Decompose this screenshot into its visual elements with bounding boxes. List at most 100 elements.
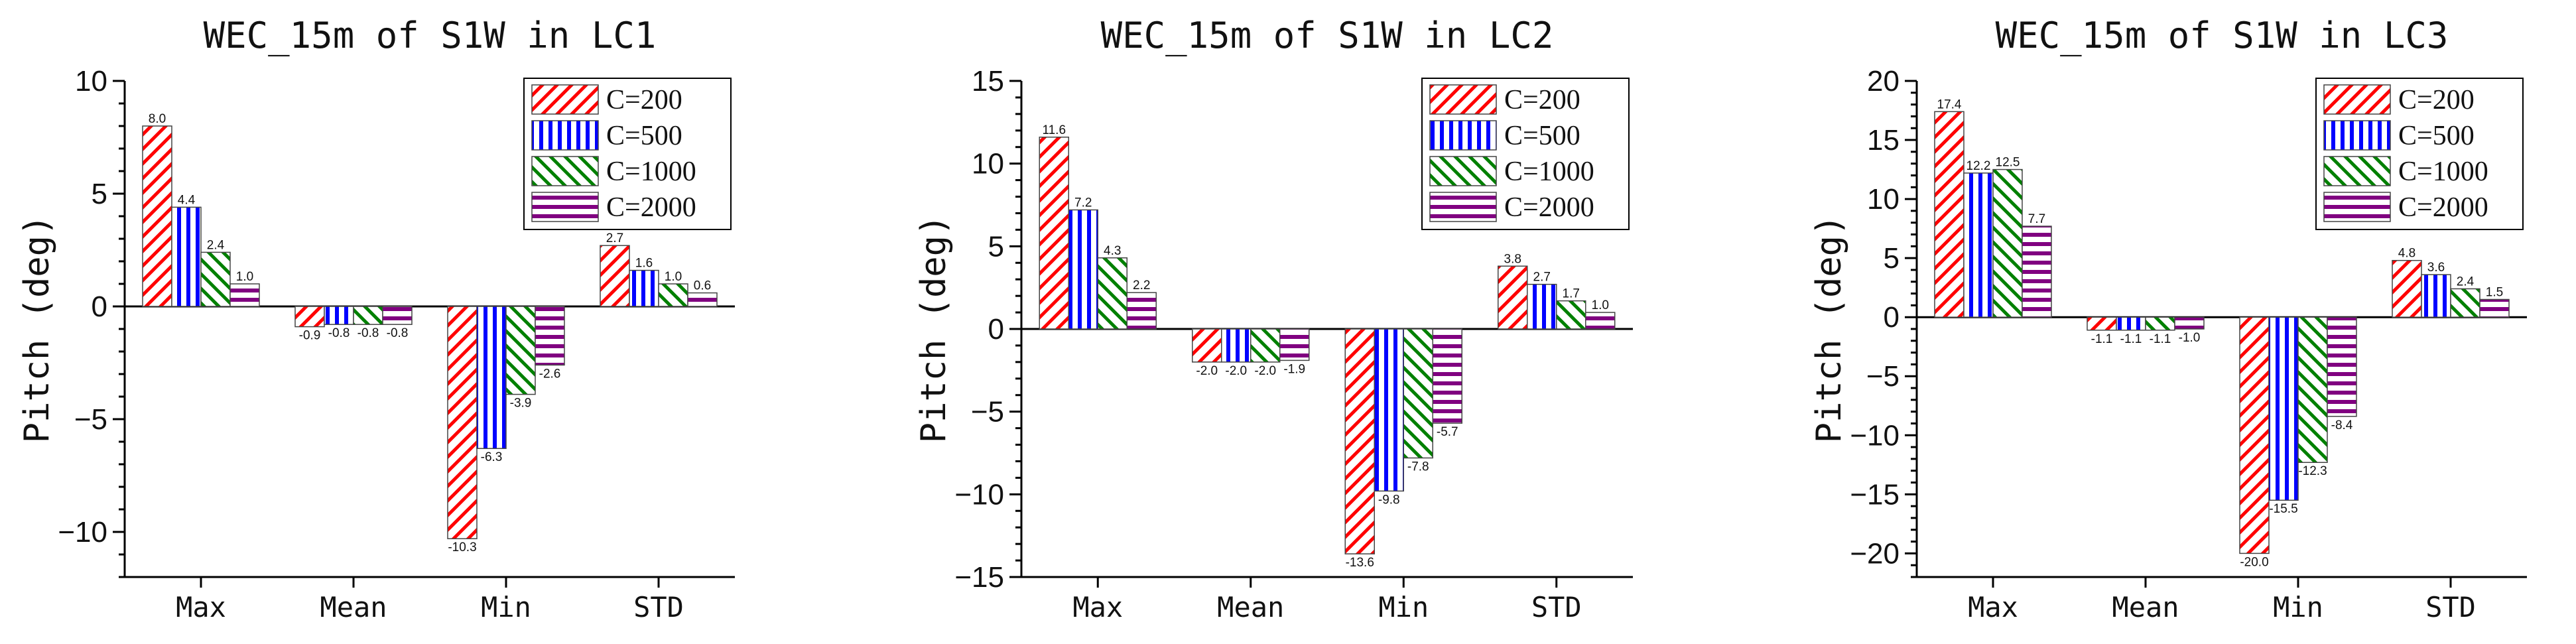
data-label: 1.0 bbox=[236, 270, 253, 284]
data-label: -2.0 bbox=[1254, 364, 1276, 378]
x-tick-label: STD bbox=[633, 591, 684, 623]
data-label: 12.5 bbox=[1996, 156, 2020, 170]
bar bbox=[1963, 172, 1994, 318]
y-tick-label: −10 bbox=[58, 516, 107, 548]
legend-entry: C=200 bbox=[2398, 85, 2475, 115]
y-tick-label: 0 bbox=[988, 313, 1004, 346]
data-label: 0.6 bbox=[694, 279, 711, 293]
data-label: 7.2 bbox=[1074, 196, 1092, 210]
y-tick-label: 15 bbox=[972, 65, 1004, 97]
bar bbox=[2392, 259, 2422, 318]
x-tick-label: STD bbox=[2425, 591, 2476, 623]
data-label: -0.8 bbox=[357, 326, 379, 340]
y-tick-label: 0 bbox=[92, 290, 107, 323]
legend-entry: C=2000 bbox=[1504, 192, 1594, 223]
data-label: -2.6 bbox=[539, 367, 561, 381]
x-tick-label: Mean bbox=[2112, 591, 2179, 623]
bar bbox=[2268, 316, 2299, 501]
legend-entry: C=200 bbox=[1504, 85, 1580, 115]
y-tick-label: 10 bbox=[972, 148, 1004, 180]
legend-swatch bbox=[2323, 84, 2391, 115]
y-tick-label: 0 bbox=[1884, 301, 1900, 334]
y-axis-label: Pitch (deg) bbox=[914, 215, 954, 443]
data-label: 3.6 bbox=[2427, 261, 2445, 275]
legend: C=200 C=500 C=1000 C=2000 bbox=[523, 78, 732, 230]
data-label: -20.0 bbox=[2240, 555, 2268, 569]
bar bbox=[200, 251, 231, 307]
bar bbox=[2479, 298, 2510, 318]
data-label: 2.7 bbox=[1533, 271, 1551, 285]
bar bbox=[1250, 328, 1281, 363]
data-label: 1.0 bbox=[1592, 298, 1609, 312]
legend-swatch bbox=[2323, 120, 2391, 151]
bar bbox=[1403, 328, 1433, 459]
y-tick-label: −20 bbox=[1850, 537, 1900, 570]
bar bbox=[171, 206, 202, 307]
x-tick-label: Mean bbox=[320, 591, 387, 623]
bar bbox=[142, 125, 172, 307]
legend-entry: C=1000 bbox=[2398, 157, 2488, 187]
data-label: 12.2 bbox=[1966, 159, 1991, 173]
legend-swatch bbox=[2323, 192, 2391, 222]
data-label: -6.3 bbox=[481, 450, 503, 464]
data-label: 1.5 bbox=[2486, 285, 2503, 299]
y-tick-label: −5 bbox=[1866, 360, 1900, 393]
chart-panel-1: WEC_15m of S1W in LC1 Pitch (deg) −10 −5 0 5 1… bbox=[17, 15, 735, 623]
bar bbox=[2087, 316, 2117, 331]
y-tick-label: 15 bbox=[1867, 124, 1900, 157]
bar bbox=[476, 306, 507, 449]
data-label: 1.6 bbox=[635, 257, 653, 271]
data-label: -0.9 bbox=[299, 329, 321, 343]
bar bbox=[687, 292, 718, 307]
bar bbox=[535, 306, 565, 366]
data-label: 4.4 bbox=[178, 193, 196, 207]
legend-swatch bbox=[1429, 192, 1497, 222]
legend: C=200 C=500 C=1000 C=2000 bbox=[1421, 78, 1630, 230]
data-label: -2.0 bbox=[1196, 364, 1218, 378]
bar bbox=[1498, 265, 1528, 330]
bar bbox=[447, 306, 478, 539]
data-label: -1.0 bbox=[2179, 331, 2201, 345]
bar bbox=[353, 306, 383, 325]
data-label: 7.7 bbox=[2028, 212, 2045, 226]
bar bbox=[2450, 288, 2480, 318]
bar bbox=[1556, 300, 1586, 330]
bar bbox=[2116, 316, 2146, 331]
bar bbox=[1585, 312, 1616, 330]
legend-swatch bbox=[1429, 84, 1497, 115]
legend-swatch bbox=[531, 120, 599, 151]
x-tick-label: Max bbox=[1968, 591, 2018, 623]
data-label: 2.4 bbox=[207, 238, 225, 252]
data-label: -1.1 bbox=[2120, 332, 2142, 346]
bar bbox=[1039, 137, 1069, 330]
bar bbox=[1432, 328, 1462, 424]
bar bbox=[229, 283, 260, 307]
data-label: 8.0 bbox=[149, 112, 166, 126]
y-tick-label: −10 bbox=[954, 478, 1004, 511]
bar bbox=[1192, 328, 1222, 363]
legend-swatch bbox=[2323, 156, 2391, 186]
x-tick-label: Max bbox=[176, 591, 226, 623]
data-label: 17.4 bbox=[1937, 97, 1962, 111]
bar bbox=[505, 306, 536, 395]
y-tick-label: −5 bbox=[74, 403, 107, 436]
data-label: -8.4 bbox=[2331, 419, 2353, 432]
x-tick-label: Min bbox=[2273, 591, 2323, 623]
data-label: -7.8 bbox=[1407, 460, 1429, 474]
y-axis-label: Pitch (deg) bbox=[17, 215, 57, 443]
x-tick-label: Min bbox=[1378, 591, 1429, 623]
x-tick-label: Min bbox=[481, 591, 531, 623]
bar bbox=[658, 283, 688, 307]
bar bbox=[2239, 316, 2270, 554]
bar bbox=[629, 269, 659, 307]
legend-entry: C=200 bbox=[606, 85, 682, 115]
data-label: -1.1 bbox=[2150, 332, 2171, 346]
data-label: -9.8 bbox=[1378, 493, 1400, 507]
data-label: 2.4 bbox=[2457, 275, 2475, 289]
data-label: -13.6 bbox=[1346, 556, 1374, 570]
data-label: -0.8 bbox=[328, 326, 350, 340]
y-tick-label: −5 bbox=[971, 396, 1004, 428]
y-tick-label: −15 bbox=[1850, 478, 1900, 511]
bar bbox=[2421, 274, 2451, 318]
